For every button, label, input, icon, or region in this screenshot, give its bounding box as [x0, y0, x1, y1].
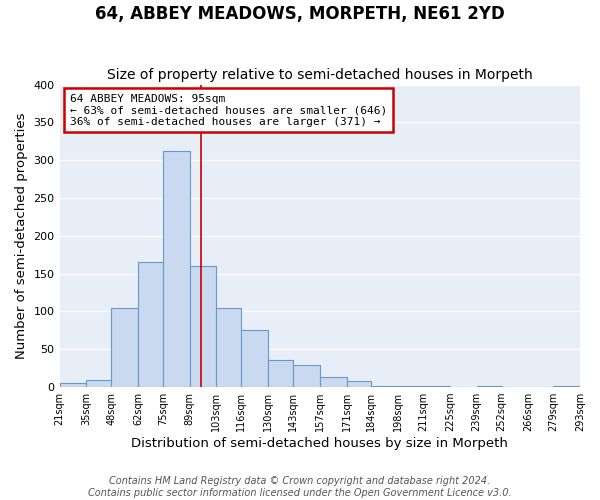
Bar	[398, 386, 423, 387]
Bar	[217, 308, 241, 387]
Bar	[320, 378, 347, 387]
Bar	[553, 386, 580, 387]
X-axis label: Distribution of semi-detached houses by size in Morpeth: Distribution of semi-detached houses by …	[131, 437, 508, 450]
Bar	[476, 386, 502, 387]
Text: 64, ABBEY MEADOWS, MORPETH, NE61 2YD: 64, ABBEY MEADOWS, MORPETH, NE61 2YD	[95, 5, 505, 23]
Bar	[371, 386, 398, 387]
Title: Size of property relative to semi-detached houses in Morpeth: Size of property relative to semi-detach…	[107, 68, 533, 82]
Bar	[293, 365, 320, 387]
Bar	[268, 360, 293, 387]
Bar	[163, 151, 190, 387]
Bar	[347, 381, 371, 387]
Bar	[59, 384, 86, 387]
Bar	[190, 266, 217, 387]
Bar	[241, 330, 268, 387]
Bar	[423, 386, 450, 387]
Text: Contains HM Land Registry data © Crown copyright and database right 2024.
Contai: Contains HM Land Registry data © Crown c…	[88, 476, 512, 498]
Bar	[86, 380, 111, 387]
Text: 64 ABBEY MEADOWS: 95sqm
← 63% of semi-detached houses are smaller (646)
36% of s: 64 ABBEY MEADOWS: 95sqm ← 63% of semi-de…	[70, 94, 387, 127]
Bar	[138, 262, 163, 387]
Bar	[111, 308, 138, 387]
Y-axis label: Number of semi-detached properties: Number of semi-detached properties	[15, 112, 28, 359]
